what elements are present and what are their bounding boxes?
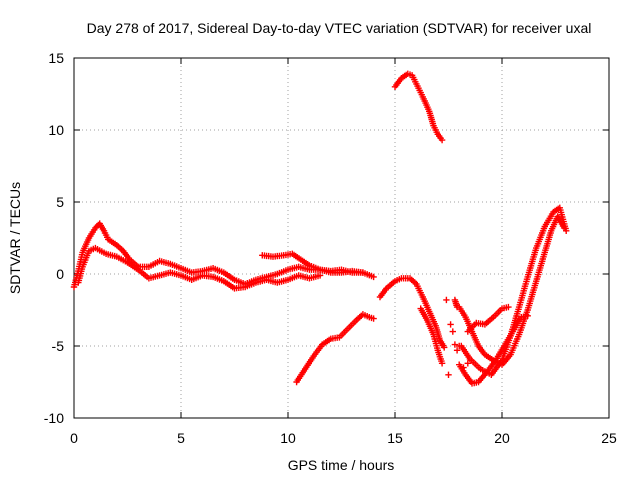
- x-tick-label: 0: [70, 430, 78, 446]
- x-tick-label: 15: [387, 430, 403, 446]
- data-point-track-5: [441, 344, 448, 351]
- axis-ticks: 0 5 10 15 20 25 -10 -5 0 5 10 15: [44, 50, 617, 446]
- x-tick-label: 5: [177, 430, 185, 446]
- x-tick-label: 10: [280, 430, 296, 446]
- data-points: [70, 70, 570, 387]
- data-point-scattered: [460, 364, 467, 371]
- data-point-scattered: [464, 360, 471, 367]
- chart-title: Day 278 of 2017, Sidereal Day-to-day VTE…: [87, 20, 592, 36]
- data-point-scattered: [451, 341, 459, 348]
- data-point-scattered: [453, 347, 461, 354]
- y-tick-label: 5: [56, 194, 64, 210]
- data-point-track-4: [370, 315, 377, 322]
- y-tick-label: -10: [44, 410, 64, 426]
- x-axis-label: GPS time / hours: [288, 457, 395, 473]
- y-tick-label: 10: [48, 122, 64, 138]
- data-point-scattered: [447, 321, 454, 328]
- data-point-track-3: [359, 269, 367, 276]
- data-point-track-11: [563, 227, 570, 234]
- y-tick-label: 0: [56, 266, 64, 282]
- data-point-scattered: [445, 371, 452, 378]
- data-point-track-2: [316, 272, 324, 279]
- data-point-track-10: [524, 312, 531, 319]
- data-point-track-1: [370, 273, 377, 281]
- x-tick-label: 25: [601, 430, 617, 446]
- y-tick-label: -5: [52, 338, 65, 354]
- data-point-track-6: [438, 360, 446, 367]
- y-tick-label: 15: [48, 50, 64, 66]
- data-point-scattered: [456, 342, 463, 350]
- data-point-scattered: [449, 328, 456, 335]
- plot-frame: [73, 57, 610, 419]
- x-tick-label: 20: [494, 430, 510, 446]
- y-axis-label: SDTVAR / TECUs: [7, 182, 23, 294]
- data-point-track-12: [505, 303, 512, 311]
- grid-lines: [74, 58, 609, 418]
- data-point-scattered: [443, 296, 450, 304]
- data-point-track-1: [92, 224, 99, 232]
- data-point-track-7: [438, 136, 446, 144]
